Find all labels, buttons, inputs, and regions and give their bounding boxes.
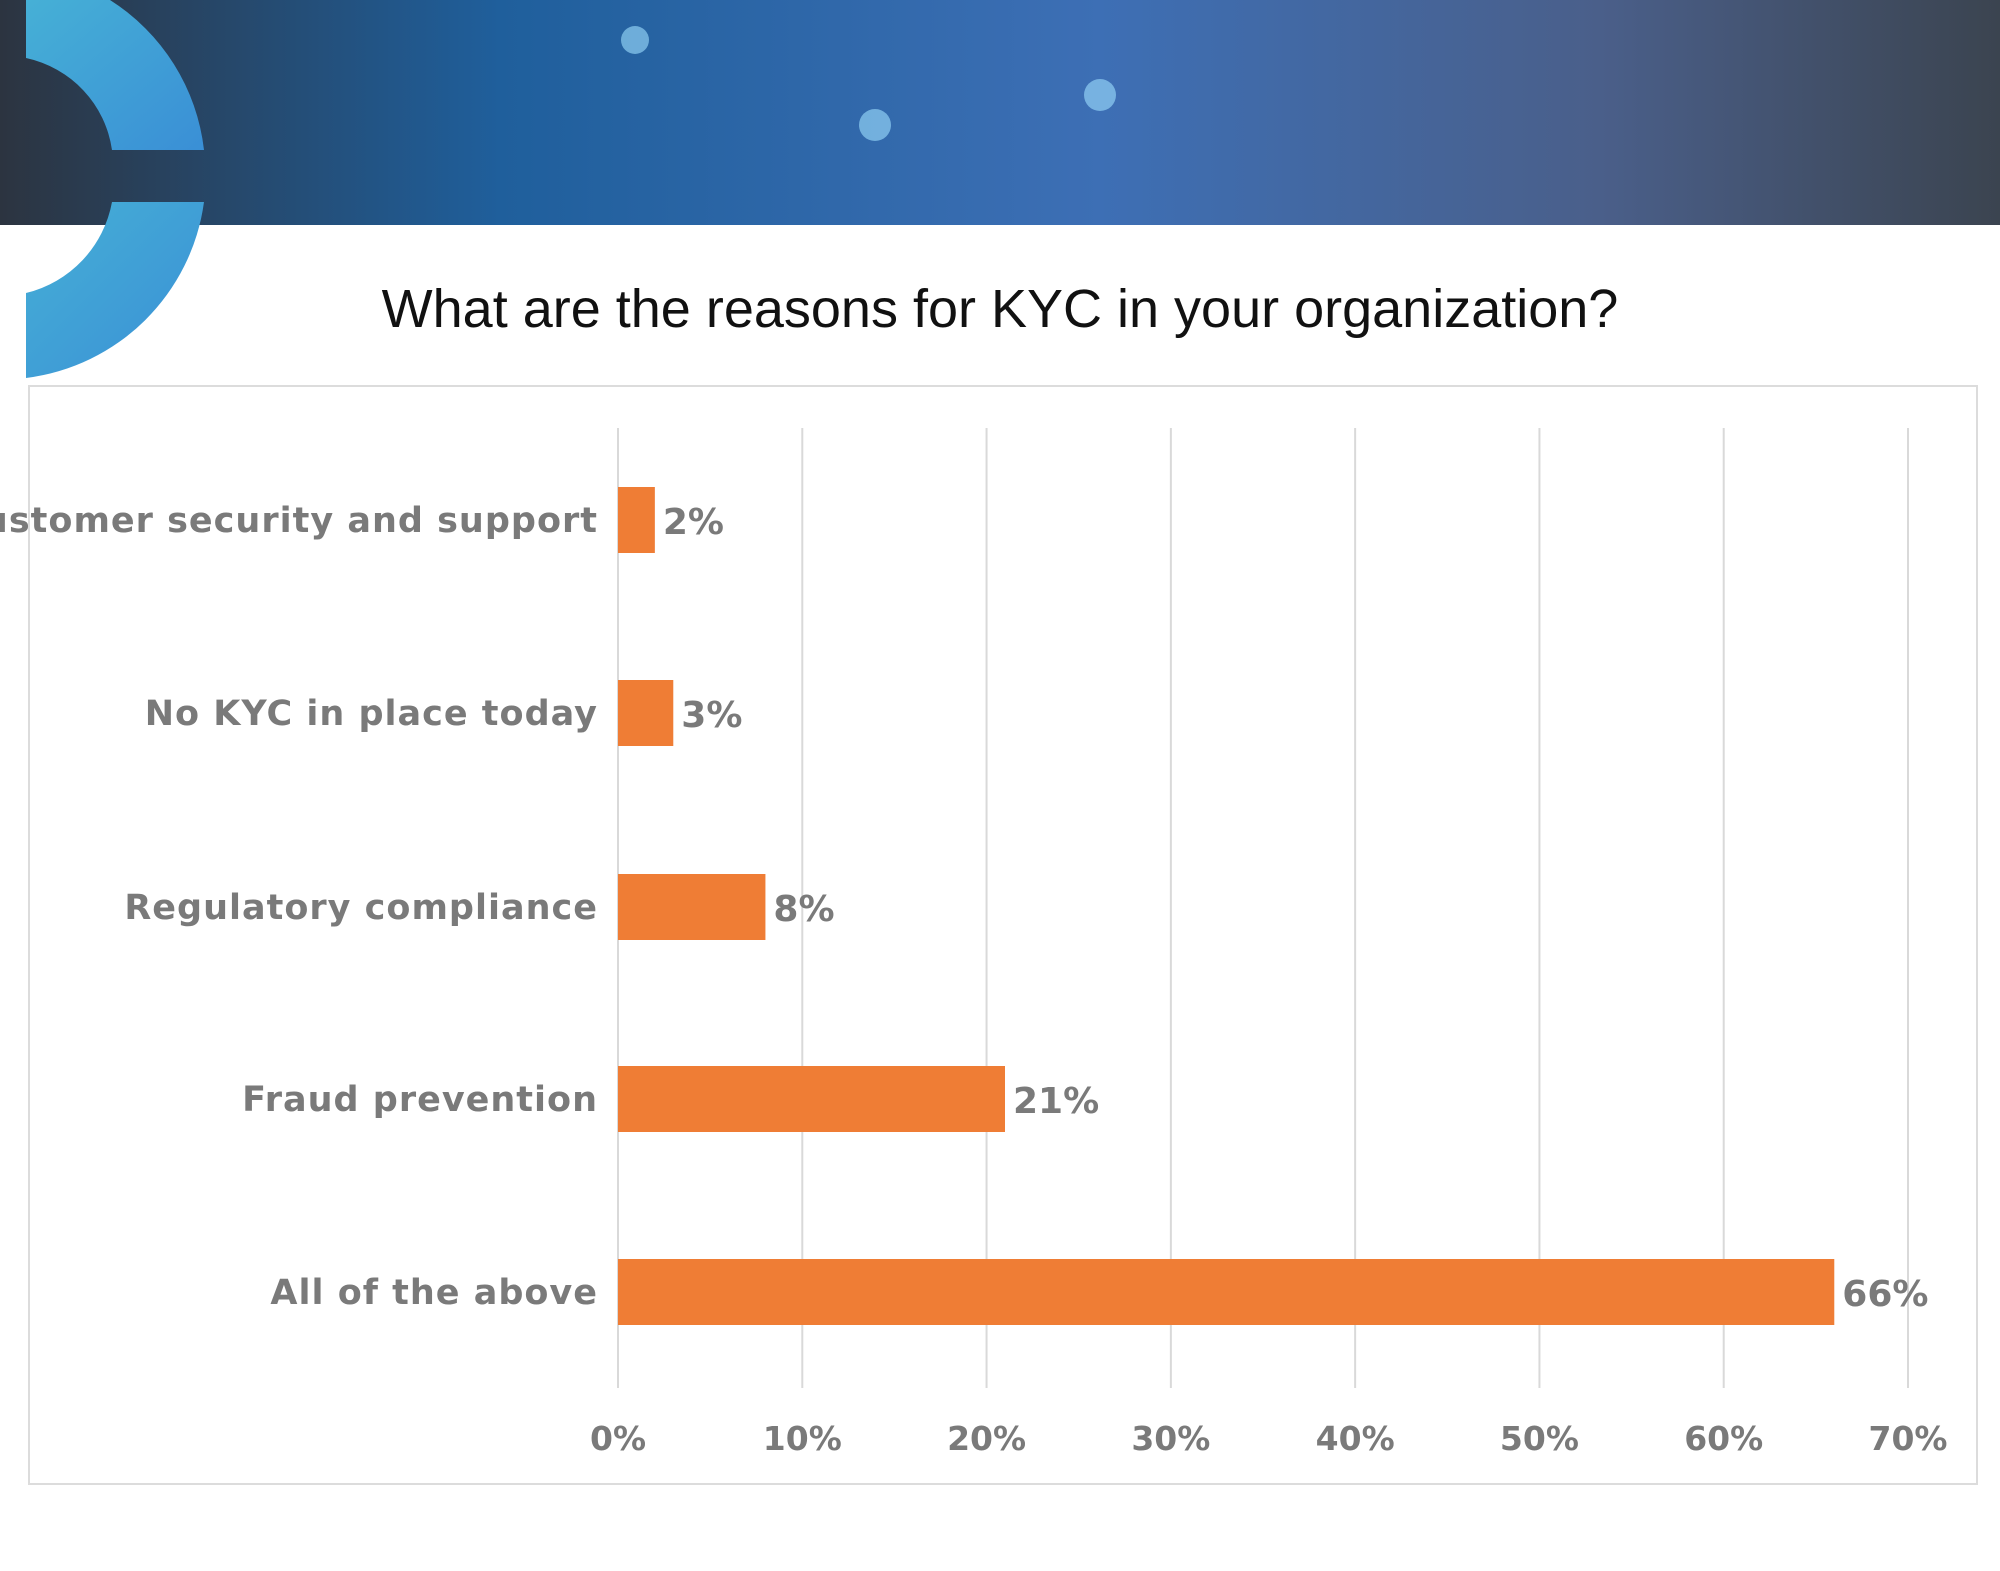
value-labels: 2% 3% 8% 21% 66% <box>663 502 1929 1315</box>
x-tick-label: 10% <box>763 1419 842 1458</box>
x-tick-label: 0% <box>590 1419 646 1458</box>
category-label: Fraud prevention <box>242 1080 598 1120</box>
category-label: No KYC in place today <box>145 694 598 734</box>
bars <box>618 487 1835 1325</box>
bar <box>618 680 674 746</box>
x-tick-label: 60% <box>1684 1419 1763 1458</box>
x-tick-label: 50% <box>1500 1419 1579 1458</box>
x-tick-label: 30% <box>1131 1419 1210 1458</box>
x-tick-label: 40% <box>1316 1419 1395 1458</box>
category-label: All of the above <box>270 1273 598 1313</box>
data-label: 8% <box>773 889 834 930</box>
data-label: 66% <box>1842 1274 1928 1315</box>
bar <box>618 1066 1005 1132</box>
x-tick-label: 70% <box>1869 1419 1948 1458</box>
logo-icon <box>26 0 204 378</box>
x-axis-ticks: 0% 10% 20% 30% 40% 50% 60% 70% <box>590 1419 1948 1458</box>
header-banner <box>0 0 2000 225</box>
gridlines <box>617 428 1909 1388</box>
category-label: Customer security and support <box>0 501 598 541</box>
chart-title: What are the reasons for KYC in your org… <box>381 279 1619 339</box>
banner-graphic <box>0 0 2000 225</box>
category-label: Regulatory compliance <box>124 888 598 928</box>
data-label: 2% <box>663 502 724 543</box>
x-tick-label: 20% <box>947 1419 1026 1458</box>
data-label: 3% <box>681 695 742 736</box>
data-label: 21% <box>1013 1081 1099 1122</box>
category-labels: Customer security and support No KYC in p… <box>0 501 598 1313</box>
bar <box>618 874 766 940</box>
bar <box>618 1259 1835 1325</box>
bar <box>618 487 655 553</box>
